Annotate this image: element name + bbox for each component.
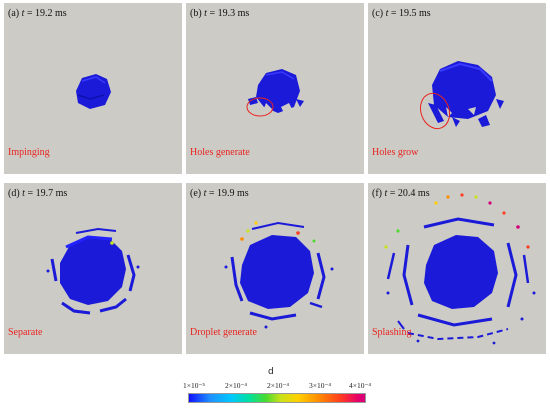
panel-b-scene — [246, 69, 304, 117]
panel-d-title: (d) t = 19.7 ms — [8, 188, 68, 199]
panel-f-title: (f) t = 20.4 ms — [372, 188, 430, 199]
colorbar-tick-5: 4×10⁻⁴ — [348, 381, 372, 390]
colorbar-gradient — [188, 393, 366, 403]
panel-f: (f) t = 20.4 ms Splashing — [368, 183, 546, 354]
panel-a-title: (a) t = 19.2 ms — [8, 8, 67, 19]
hole-highlight-ellipse — [419, 92, 451, 130]
panel-e-scene — [224, 221, 334, 329]
hole-highlight-ellipse — [246, 97, 274, 117]
panel-e: (e) t = 19.9 ms Droplet generate — [186, 183, 364, 354]
panel-c: (c) t = 19.5 ms Holes grow — [368, 3, 546, 174]
panel-c-title: (c) t = 19.5 ms — [372, 8, 431, 19]
colorbar-tick-1: 1×10⁻⁵ — [182, 381, 206, 390]
panel-f-scene — [384, 193, 536, 345]
panel-f-stage-label: Splashing — [372, 327, 412, 338]
panel-a-scene — [76, 74, 111, 109]
panel-c-scene — [419, 61, 504, 130]
colorbar-symbol: d — [268, 367, 274, 377]
colorbar-tick-2: 2×10⁻⁴ — [224, 381, 248, 390]
panel-b-title: (b) t = 19.3 ms — [190, 8, 250, 19]
panel-d-stage-label: Separate — [8, 327, 43, 338]
panel-b: (b) t = 19.3 ms Holes generate — [186, 3, 364, 174]
panel-d-scene — [46, 227, 140, 315]
colorbar-tick-4: 3×10⁻⁴ — [308, 381, 332, 390]
panel-e-stage-label: Droplet generate — [190, 327, 257, 338]
panel-a: (a) t = 19.2 ms Impinging — [4, 3, 182, 174]
panel-e-title: (e) t = 19.9 ms — [190, 188, 249, 199]
panel-c-stage-label: Holes grow — [372, 147, 419, 158]
panel-b-stage-label: Holes generate — [190, 147, 250, 158]
colorbar: d 1×10⁻⁵ 2×10⁻⁴ 2×10⁻⁴ 3×10⁻⁴ 4×10⁻⁴ — [0, 366, 550, 411]
panel-a-stage-label: Impinging — [8, 147, 50, 158]
panel-d: (d) t = 19.7 ms Separate — [4, 183, 182, 354]
colorbar-tick-3: 2×10⁻⁴ — [266, 381, 290, 390]
